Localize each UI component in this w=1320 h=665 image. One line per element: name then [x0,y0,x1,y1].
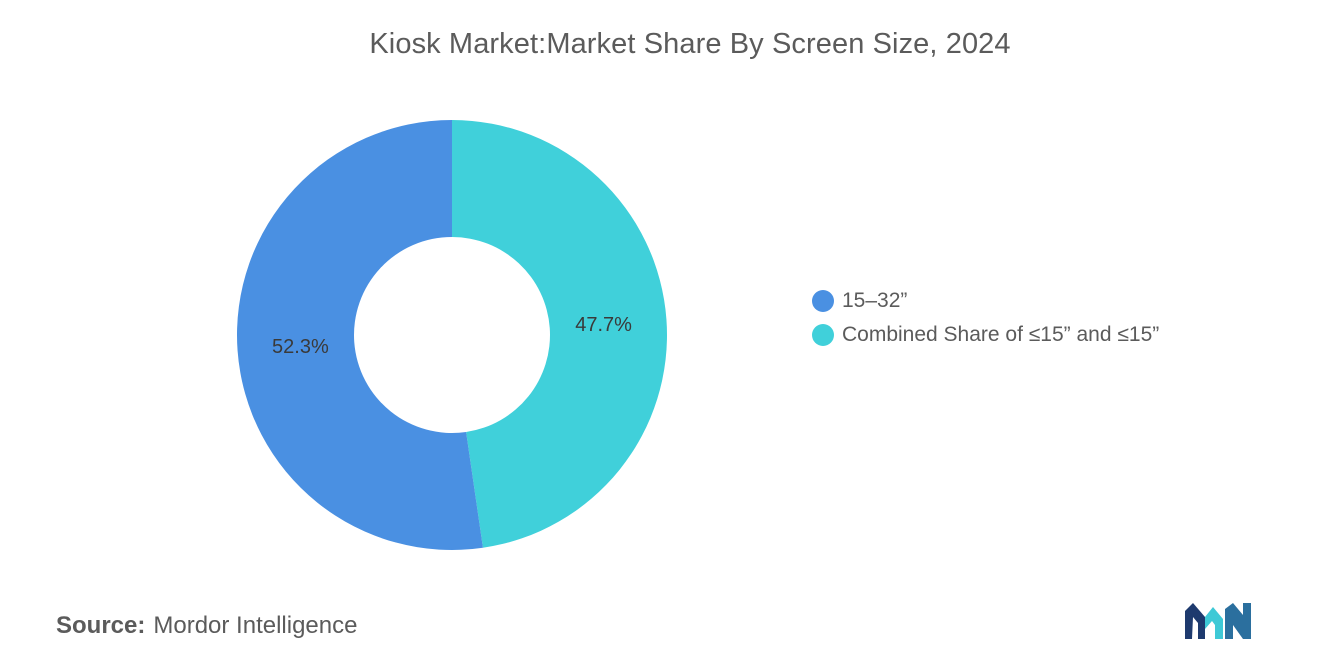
legend-item-combined-share: Combined Share of ≤15” and ≤15” [812,319,1159,351]
donut-slice-1 [452,120,667,548]
source-name: Mordor Intelligence [153,612,358,639]
chart-title: Kiosk Market:Market Share By Screen Size… [369,28,1011,60]
legend-swatch-combined-share [812,324,834,346]
mordor-intelligence-logo-icon [1185,603,1251,639]
legend-label-15-32: 15–32” [842,289,908,312]
source-line: Source: Mordor Intelligence [56,612,357,640]
logo-shape-left [1185,603,1205,639]
donut-slice-0 [236,120,483,550]
legend-label-combined-share: Combined Share of ≤15” and ≤15” [842,323,1160,346]
chart-legend: 15–32” Combined Share of ≤15” and ≤15” [812,285,1159,353]
slice-label-0: 52.3% [272,336,329,358]
logo-shape-right [1225,603,1251,639]
legend-swatch-15-32 [812,290,834,312]
legend-item-15-32: 15–32” [812,285,1159,317]
source-prefix: Source: [56,612,146,639]
slice-label-1: 47.7% [575,314,632,336]
logo-shape-middle [1205,607,1223,639]
